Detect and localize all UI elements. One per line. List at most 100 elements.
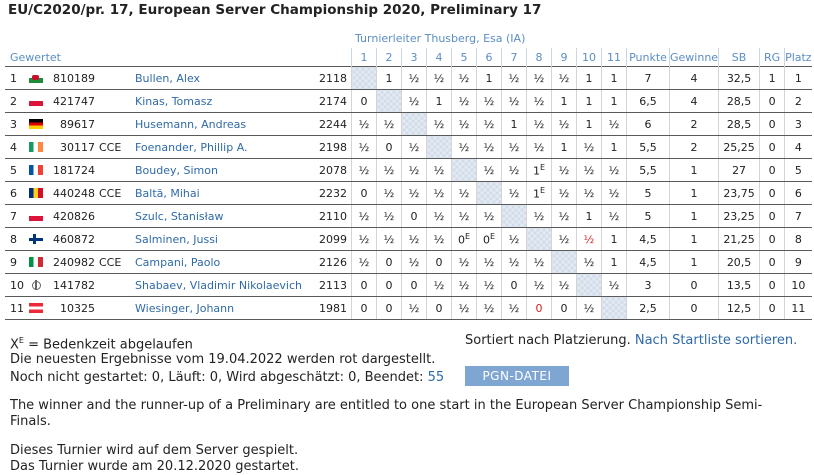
result-cell[interactable]: ½: [426, 181, 452, 205]
result-cell[interactable]: ½: [376, 158, 402, 182]
iccf-id-cell[interactable]: 810189: [45, 66, 97, 90]
result-cell[interactable]: ½: [576, 158, 602, 182]
result-cell[interactable]: ½: [351, 250, 377, 274]
result-cell[interactable]: 0: [526, 296, 552, 320]
result-cell[interactable]: 0: [551, 296, 577, 320]
player-name-link[interactable]: Kinas, Tomasz: [129, 89, 303, 113]
result-cell[interactable]: 0: [351, 296, 377, 320]
result-cell[interactable]: 1: [551, 135, 577, 159]
result-cell[interactable]: ½: [401, 296, 427, 320]
result-cell[interactable]: ½: [576, 296, 602, 320]
result-cell[interactable]: ½: [526, 273, 552, 297]
result-cell[interactable]: 0: [426, 296, 452, 320]
result-cell[interactable]: 0: [376, 273, 402, 297]
result-cell[interactable]: ½: [501, 250, 527, 274]
result-cell[interactable]: ½: [526, 204, 552, 228]
result-cell[interactable]: ½: [351, 112, 377, 136]
result-cell[interactable]: 1: [376, 66, 402, 90]
pgn-download-button[interactable]: PGN-DATEI: [465, 366, 569, 386]
player-name-link[interactable]: Boudey, Simon: [129, 158, 303, 182]
result-cell[interactable]: ½: [601, 181, 627, 205]
result-cell[interactable]: 1: [576, 89, 602, 113]
result-cell[interactable]: ½: [576, 135, 602, 159]
result-cell[interactable]: 0: [376, 296, 402, 320]
result-cell[interactable]: 1: [601, 89, 627, 113]
result-cell[interactable]: ½: [501, 89, 527, 113]
result-cell[interactable]: 0: [501, 273, 527, 297]
result-cell[interactable]: 0E: [476, 227, 502, 251]
result-cell[interactable]: ½: [451, 112, 477, 136]
result-cell[interactable]: ½: [401, 227, 427, 251]
iccf-id-cell[interactable]: 89617: [45, 112, 97, 136]
result-cell[interactable]: 1: [426, 89, 452, 113]
result-cell[interactable]: ½: [476, 250, 502, 274]
result-cell[interactable]: ½: [351, 158, 377, 182]
iccf-id-cell[interactable]: 460872: [45, 227, 97, 251]
player-name-link[interactable]: Campani, Paolo: [129, 250, 303, 274]
result-cell[interactable]: ½: [576, 181, 602, 205]
iccf-id-cell[interactable]: 30117: [45, 135, 97, 159]
result-cell[interactable]: ½: [351, 204, 377, 228]
result-cell[interactable]: 0: [351, 181, 377, 205]
result-cell[interactable]: ½: [551, 273, 577, 297]
result-cell[interactable]: ½: [401, 66, 427, 90]
result-cell[interactable]: ½: [476, 135, 502, 159]
result-cell[interactable]: 1: [551, 89, 577, 113]
result-cell[interactable]: 0: [426, 250, 452, 274]
result-cell[interactable]: ½: [451, 204, 477, 228]
result-cell[interactable]: ½: [526, 135, 552, 159]
result-cell[interactable]: ½: [451, 89, 477, 113]
result-cell[interactable]: ½: [451, 66, 477, 90]
result-cell[interactable]: ½: [576, 227, 602, 251]
result-cell[interactable]: ½: [501, 135, 527, 159]
result-cell[interactable]: ½: [551, 181, 577, 205]
result-cell[interactable]: ½: [551, 112, 577, 136]
player-name-link[interactable]: Bullen, Alex: [129, 66, 303, 90]
result-cell[interactable]: ½: [451, 181, 477, 205]
result-cell[interactable]: ½: [451, 296, 477, 320]
result-cell[interactable]: ½: [501, 66, 527, 90]
result-cell[interactable]: ½: [401, 135, 427, 159]
result-cell[interactable]: ½: [501, 181, 527, 205]
player-name-link[interactable]: Baltă, Mihai: [129, 181, 303, 205]
result-cell[interactable]: ½: [451, 135, 477, 159]
result-cell[interactable]: ½: [526, 112, 552, 136]
sort-by-startlist-link[interactable]: Nach Startliste sortieren.: [634, 333, 798, 348]
player-name-link[interactable]: Salminen, Jussi: [129, 227, 303, 251]
result-cell[interactable]: ½: [476, 158, 502, 182]
result-cell[interactable]: 1: [576, 66, 602, 90]
result-cell[interactable]: 1: [601, 227, 627, 251]
player-name-link[interactable]: Shabaev, Vladimir Nikolaevich: [129, 273, 303, 297]
result-cell[interactable]: ½: [401, 250, 427, 274]
result-cell[interactable]: ½: [376, 112, 402, 136]
result-cell[interactable]: ½: [526, 66, 552, 90]
result-cell[interactable]: ½: [476, 112, 502, 136]
result-cell[interactable]: ½: [451, 273, 477, 297]
result-cell[interactable]: ½: [601, 273, 627, 297]
result-cell[interactable]: ½: [576, 250, 602, 274]
result-cell[interactable]: ½: [601, 112, 627, 136]
result-cell[interactable]: ½: [501, 227, 527, 251]
player-name-link[interactable]: Foenander, Phillip A.: [129, 135, 303, 159]
result-cell[interactable]: ½: [376, 181, 402, 205]
result-cell[interactable]: ½: [526, 250, 552, 274]
result-cell[interactable]: ½: [476, 273, 502, 297]
result-cell[interactable]: ½: [376, 227, 402, 251]
result-cell[interactable]: ½: [401, 89, 427, 113]
result-cell[interactable]: ½: [426, 204, 452, 228]
result-cell[interactable]: ½: [426, 227, 452, 251]
result-cell[interactable]: 1: [476, 66, 502, 90]
result-cell[interactable]: ½: [451, 250, 477, 274]
result-cell[interactable]: ½: [551, 227, 577, 251]
result-cell[interactable]: 1: [601, 66, 627, 90]
result-cell[interactable]: ½: [426, 158, 452, 182]
result-cell[interactable]: ½: [551, 158, 577, 182]
result-cell[interactable]: 0: [351, 89, 377, 113]
result-cell[interactable]: 1: [601, 135, 627, 159]
result-cell[interactable]: ½: [426, 112, 452, 136]
result-cell[interactable]: ½: [501, 158, 527, 182]
iccf-id-cell[interactable]: 421747: [45, 89, 97, 113]
result-cell[interactable]: ½: [351, 227, 377, 251]
result-cell[interactable]: ½: [501, 296, 527, 320]
result-cell[interactable]: ½: [401, 158, 427, 182]
